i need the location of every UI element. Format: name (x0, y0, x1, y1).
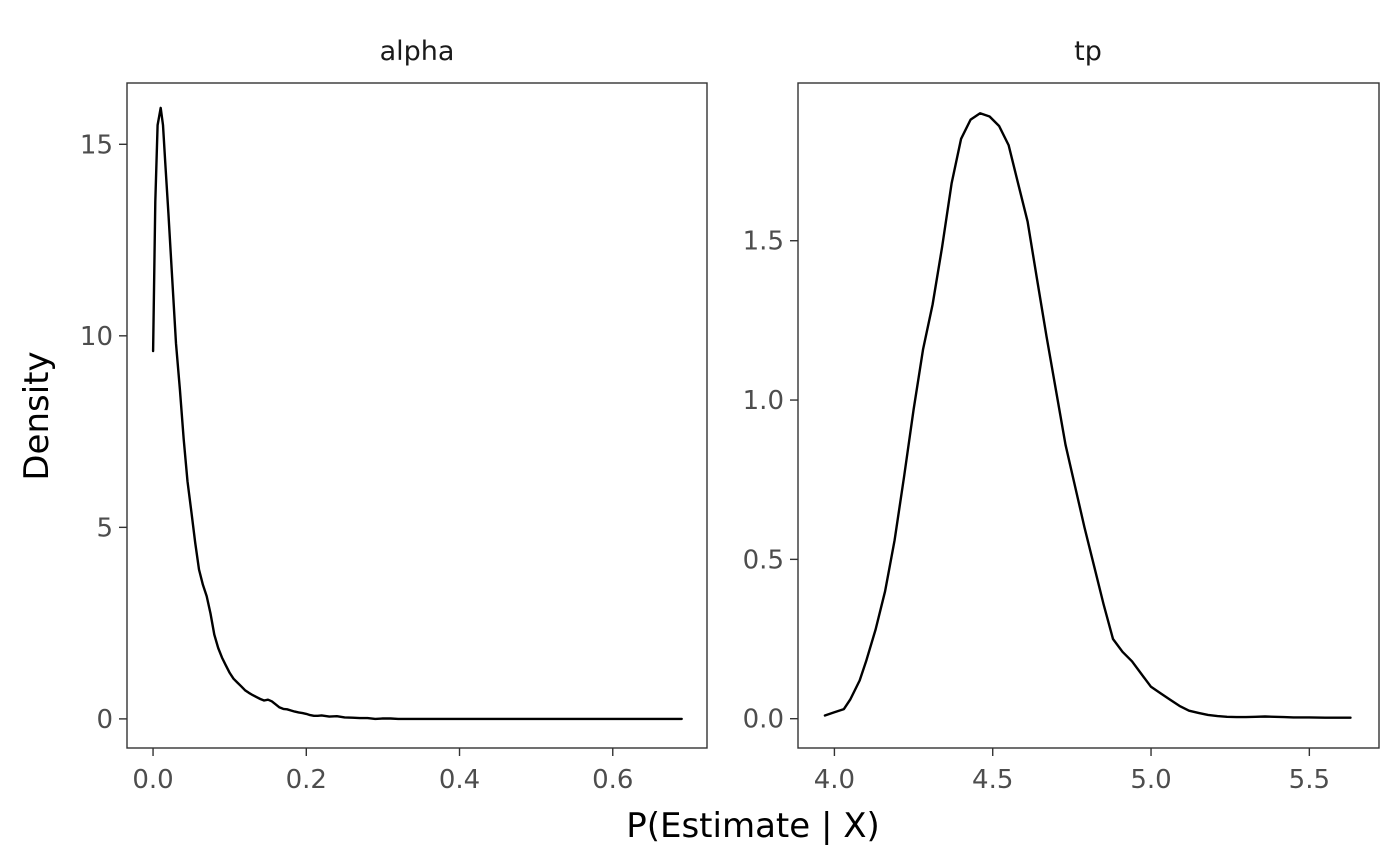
x-tick-label-tp-1: 4.5 (972, 765, 1013, 795)
panel-border-tp (797, 82, 1380, 749)
panel-tp: tp 0.0 0.5 1.0 1.5 4.0 4.5 5.0 5.5 (743, 36, 1380, 795)
panel-border-alpha (126, 82, 708, 749)
x-tick-label-tp-0: 4.0 (814, 765, 855, 795)
x-tick-label-alpha-1: 0.2 (286, 765, 327, 795)
x-tick-label-tp-3: 5.5 (1289, 765, 1330, 795)
y-tick-label-alpha-3: 15 (80, 130, 113, 160)
y-tick-label-tp-2: 1.0 (743, 386, 784, 416)
y-tick-label-alpha-1: 5 (96, 513, 113, 543)
y-tick-label-alpha-2: 10 (80, 322, 113, 352)
panel-alpha: alpha 0 5 10 15 0.0 0.2 0.4 0.6 (80, 36, 708, 795)
x-tick-label-alpha-2: 0.4 (439, 765, 480, 795)
y-tick-label-tp-0: 0.0 (743, 705, 784, 735)
axes-tp: 0.0 0.5 1.0 1.5 4.0 4.5 5.0 5.5 (743, 227, 1330, 795)
y-tick-label-alpha-0: 0 (96, 705, 113, 735)
x-tick-label-alpha-0: 0.0 (132, 765, 173, 795)
density-line-alpha (151, 106, 683, 721)
y-axis-title: Density (17, 351, 57, 480)
axes-alpha: 0 5 10 15 0.0 0.2 0.4 0.6 (80, 130, 634, 795)
panel-title-alpha: alpha (380, 36, 455, 67)
panel-title-tp: tp (1074, 36, 1102, 67)
y-tick-label-tp-1: 0.5 (743, 545, 784, 575)
y-tick-label-tp-3: 1.5 (743, 227, 784, 257)
x-axis-title: P(Estimate | X) (626, 806, 880, 846)
density-line-tp (823, 112, 1352, 719)
x-tick-label-alpha-3: 0.6 (592, 765, 633, 795)
x-tick-label-tp-2: 5.0 (1130, 765, 1171, 795)
